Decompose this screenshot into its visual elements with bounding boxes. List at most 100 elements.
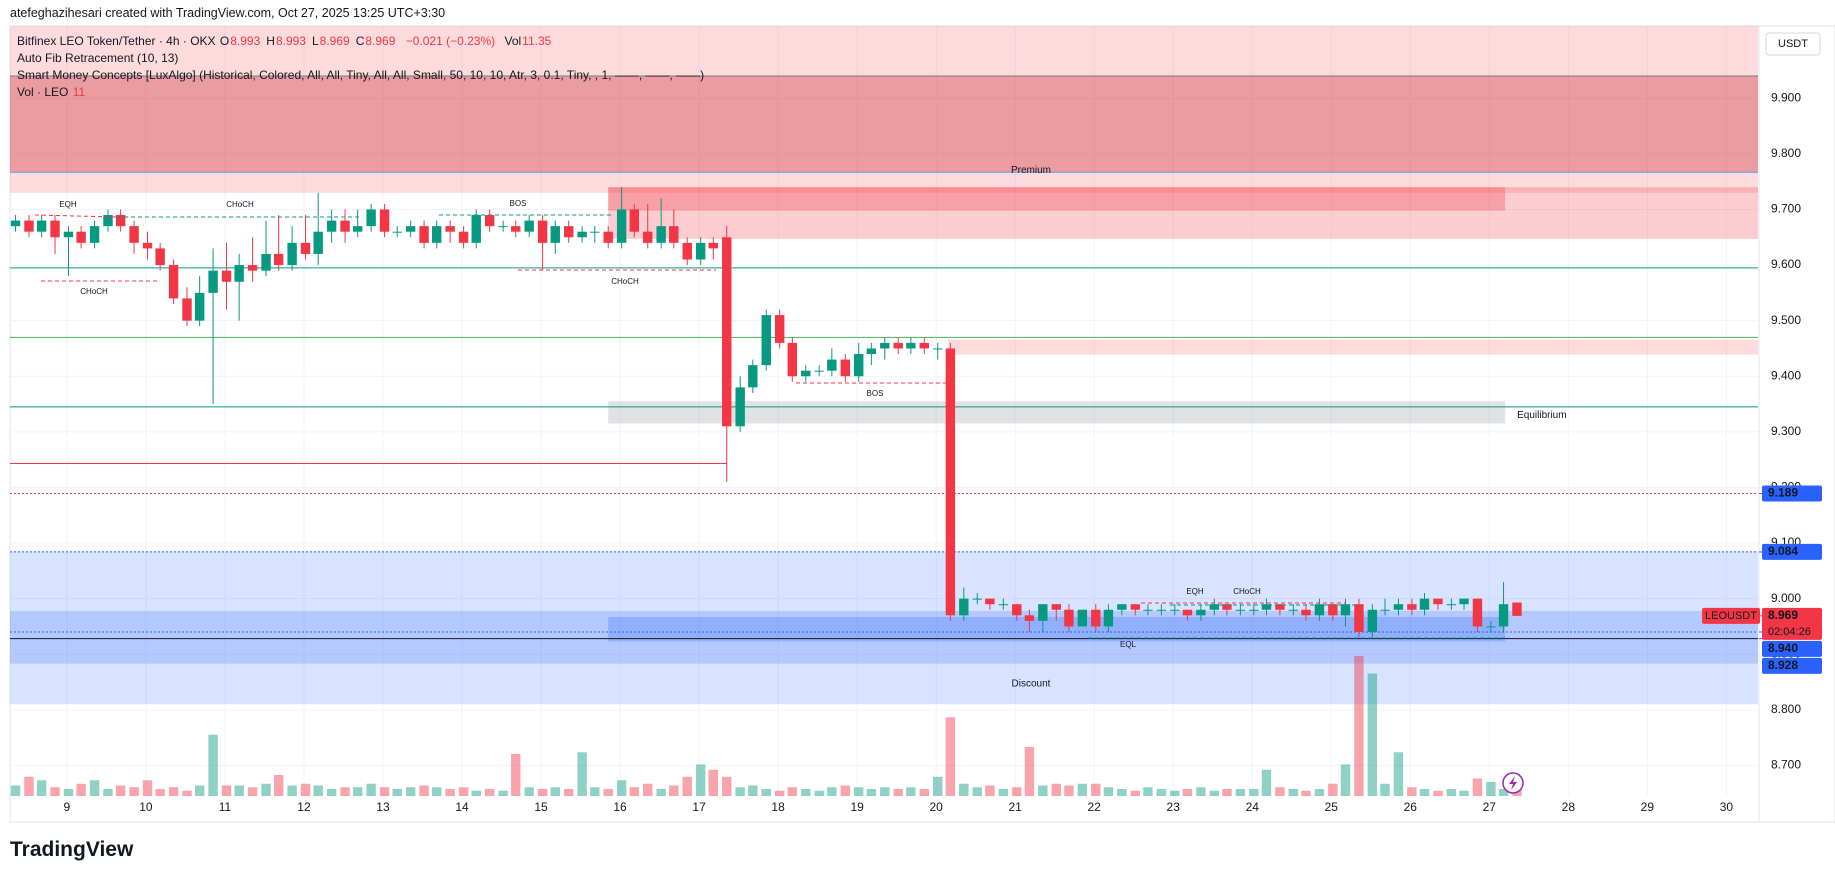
candle-body (1275, 604, 1285, 610)
candle-body (1459, 598, 1469, 605)
candle-body (300, 242, 311, 254)
candle-body (1077, 609, 1088, 627)
volume-bar (629, 787, 639, 796)
volume-bar (827, 787, 837, 796)
candle-body (972, 598, 982, 600)
volume-bar (36, 780, 47, 796)
candle-body (1261, 604, 1272, 610)
candle-body (603, 231, 613, 243)
candle-body (682, 242, 692, 260)
volume-bar (63, 789, 74, 796)
volume-bar (76, 783, 86, 796)
candle-body (1091, 609, 1101, 627)
candle-body (1301, 609, 1311, 616)
candle-body (1117, 604, 1127, 610)
candle-body (629, 209, 639, 232)
volume-bar (194, 785, 205, 796)
currency-box (1765, 32, 1821, 56)
candle-body (537, 220, 548, 243)
volume-bar (1261, 769, 1272, 796)
y-tick-label: 9.400 (1771, 368, 1801, 382)
volume-bar (1433, 790, 1443, 796)
volume-bar (1196, 787, 1206, 796)
ohlc-value: 8.969 (319, 34, 350, 48)
zone (608, 187, 1506, 211)
volume-bar (1222, 789, 1232, 796)
candle-body (1380, 609, 1390, 611)
candle-body (866, 348, 877, 355)
logo[interactable]: TradingView (10, 838, 133, 862)
candle-body (774, 315, 785, 343)
candle-body (50, 220, 60, 238)
volume-bar (1314, 789, 1325, 796)
candle-body (998, 604, 1009, 606)
volume-bar (1103, 787, 1114, 796)
candle-body (1498, 604, 1509, 627)
candle-body (827, 359, 837, 371)
candle-body (708, 242, 719, 249)
candle-body (1419, 598, 1430, 610)
volume-bar (10, 785, 21, 796)
volume-bar (840, 785, 850, 796)
volume-bar (1340, 764, 1351, 796)
candle-body (234, 265, 244, 282)
countdown: 02:04:26 (1768, 626, 1811, 638)
x-tick-label: 15 (534, 800, 548, 814)
x-tick-label: 13 (376, 800, 390, 814)
price-tag-label: 9.084 (1768, 544, 1798, 558)
structure-label: EQH (1186, 587, 1204, 596)
price-tag (1762, 657, 1822, 674)
volume-bar (432, 787, 442, 796)
volume-bar (1130, 790, 1140, 796)
volume-bar (1051, 783, 1061, 796)
candle-body (1314, 604, 1325, 616)
y-tick-label: 8.800 (1771, 702, 1801, 716)
candle-body (761, 315, 771, 366)
volume-bar (484, 789, 495, 796)
candle-body (669, 226, 679, 243)
volume-bar (919, 789, 930, 796)
candle-body (814, 370, 824, 372)
volume-bar (261, 783, 271, 796)
price-tag (1762, 607, 1822, 640)
volume-bar (1367, 673, 1378, 796)
candle-body (208, 270, 218, 293)
candle-body (656, 226, 666, 243)
volume-bar (326, 789, 337, 796)
zone (10, 76, 1758, 173)
candle-body (1393, 604, 1404, 610)
candle-body (76, 231, 86, 243)
candle-body (563, 226, 574, 238)
volume-bar (735, 787, 745, 796)
logo-text[interactable]: TradingView (10, 838, 134, 861)
volume-bar (313, 785, 323, 796)
legend-row: Bitfinex LEO Token/Tether · 4h · OKX O8.… (17, 33, 704, 50)
volume-bar (787, 787, 798, 796)
structure-label: EQL (1120, 640, 1137, 649)
volume-bar (906, 787, 916, 796)
ohlc-value: 8.993 (230, 34, 261, 48)
volume-bar (498, 790, 508, 796)
volume-bar (115, 785, 126, 796)
candle-body (1064, 609, 1074, 627)
zone-label: Equilibrium (1517, 410, 1566, 421)
structure-label: BOS (510, 199, 527, 208)
volume-bar (1407, 787, 1417, 796)
candle-body (643, 231, 653, 243)
volume-bar (1498, 789, 1509, 796)
volume-bar (643, 783, 653, 796)
volume-bar (695, 764, 706, 796)
volume-bar (563, 789, 574, 796)
x-tick-label: 25 (1325, 800, 1339, 814)
candle-body (353, 226, 363, 232)
volume-bar (1024, 747, 1035, 796)
candle-body (748, 365, 758, 388)
volume-bar (959, 783, 969, 796)
vol-short: 11 (72, 85, 86, 99)
volume-bar (761, 789, 771, 796)
volume-bar (221, 785, 232, 796)
structure-label: CHoCH (611, 277, 639, 286)
volume-bar (933, 776, 943, 796)
candle-body (1235, 609, 1246, 611)
